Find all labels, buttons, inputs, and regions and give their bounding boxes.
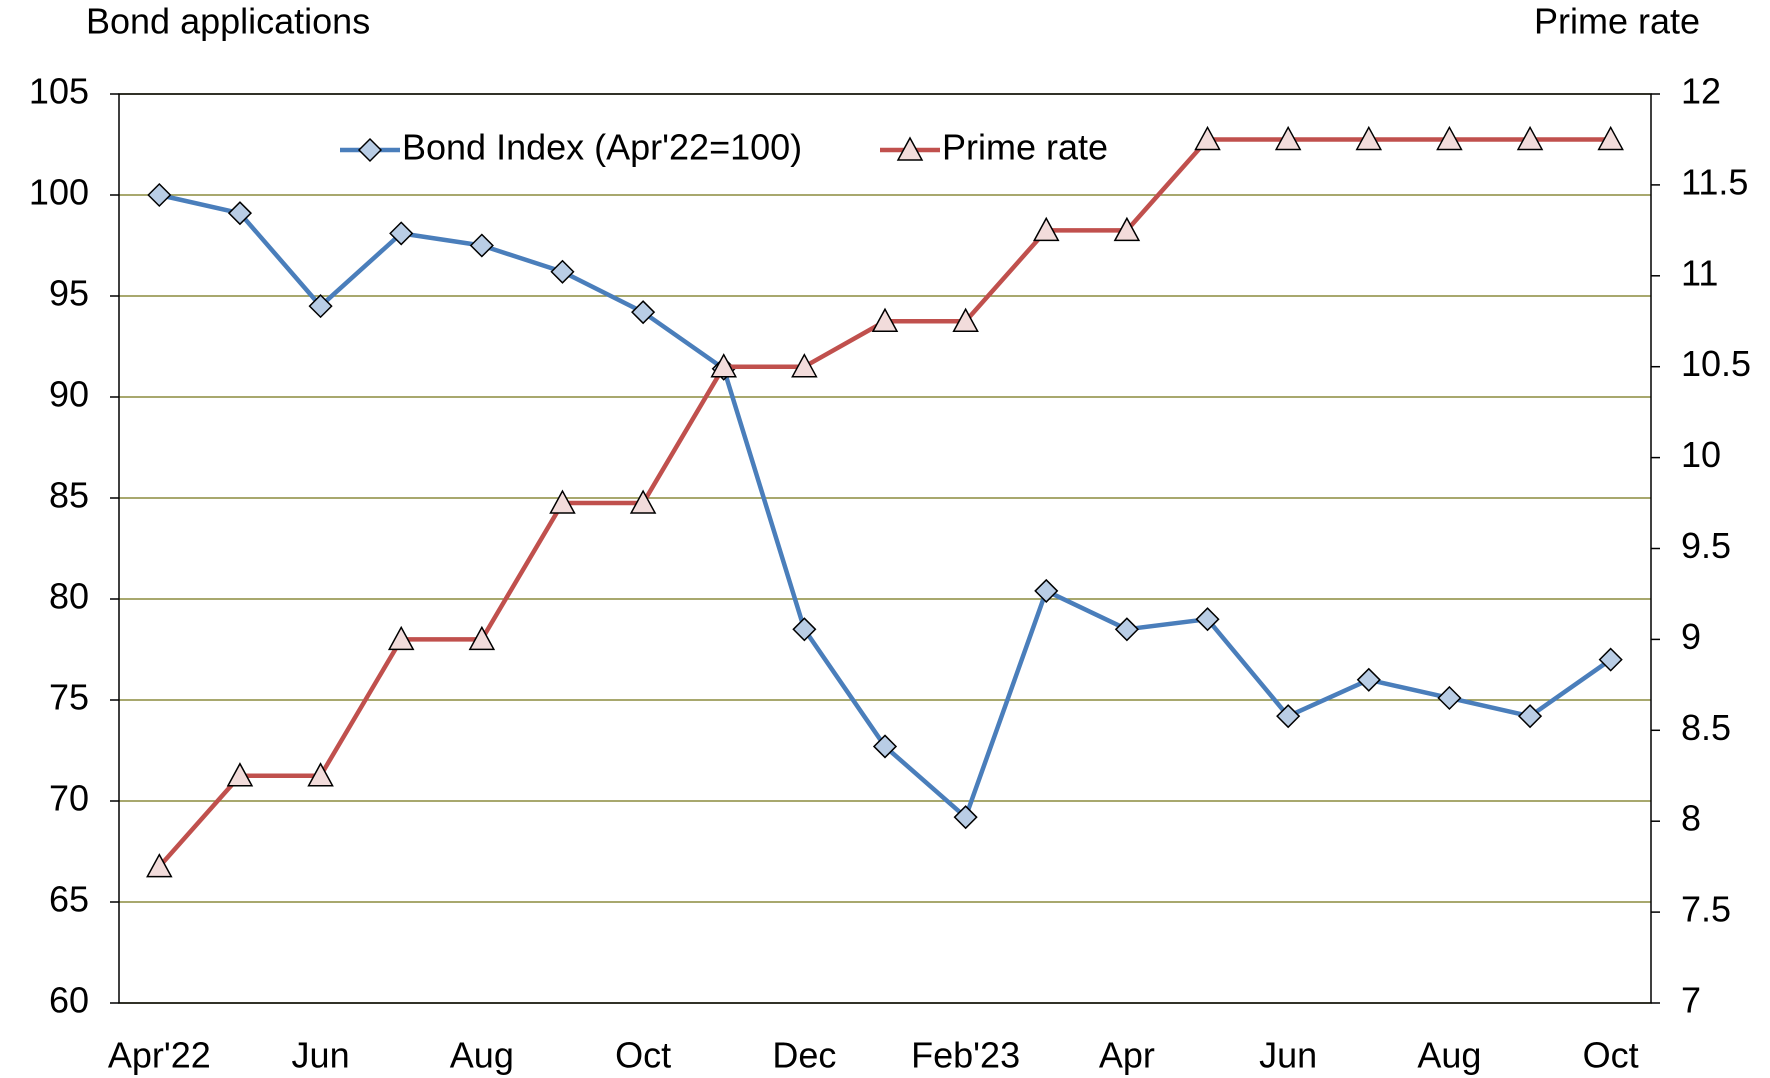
triangle-marker [387, 625, 415, 651]
triangle-marker [871, 307, 899, 332]
y2-tick-label: 9 [1681, 616, 1701, 657]
triangle-marker [1194, 125, 1221, 151]
triangle-marker [1032, 216, 1060, 242]
y-tick-label: 95 [49, 273, 89, 314]
triangle-marker [710, 353, 738, 378]
diamond-marker [1034, 578, 1059, 603]
legend-label: Bond Index (Apr'22=100) [402, 127, 802, 168]
triangle-marker [791, 353, 818, 378]
y-tick-label: 85 [49, 475, 89, 516]
diamond-marker [147, 182, 172, 208]
x-tick-label: Aug [1417, 1035, 1481, 1076]
y2-tick-label: 7.5 [1681, 889, 1731, 930]
triangle-marker [1597, 125, 1624, 151]
diamond-marker [1598, 647, 1623, 672]
diamond-marker [1356, 667, 1381, 692]
x-tick-label: Jun [292, 1035, 350, 1076]
y-tick-label: 65 [49, 879, 89, 920]
diamond-marker [953, 805, 978, 830]
diamond-marker [469, 233, 494, 258]
y2-tick-label: 12 [1681, 71, 1721, 112]
y2-axis-title: Prime rate [1534, 1, 1700, 42]
diamond-marker [1276, 704, 1301, 729]
triangle-marker [1516, 125, 1544, 151]
triangle-marker [952, 307, 979, 332]
triangle-marker [1274, 125, 1302, 151]
diamond-marker [308, 294, 333, 319]
y-tick-label: 90 [49, 374, 89, 415]
triangle-marker [1436, 125, 1463, 151]
y-tick-label: 105 [29, 71, 89, 112]
diamond-marker [227, 201, 253, 226]
triangle-marker [226, 762, 254, 787]
y2-tick-label: 10 [1681, 434, 1721, 475]
y-tick-label: 75 [49, 677, 89, 718]
diamond-marker [1437, 685, 1462, 711]
x-tick-label: Aug [450, 1035, 514, 1076]
triangle-marker [468, 625, 496, 651]
triangle-marker [1355, 125, 1383, 151]
y2-tick-label: 11 [1681, 252, 1718, 293]
y2-tick-label: 11.5 [1681, 161, 1748, 202]
plot-frame [118, 93, 1652, 1004]
diamond-marker [872, 734, 898, 759]
y-tick-label: 80 [49, 576, 89, 617]
diamond-marker [550, 259, 575, 284]
series-line [158, 192, 1612, 820]
triangle-marker [1113, 216, 1141, 242]
diamond-marker [631, 300, 656, 325]
diamond-marker [389, 221, 414, 246]
diamond-marker [1114, 617, 1139, 642]
y-axis-title: Bond applications [86, 1, 370, 42]
triangle-marker [549, 489, 576, 514]
x-tick-label: Feb'23 [911, 1035, 1020, 1076]
triangle-marker [146, 853, 173, 878]
y-tick-label: 70 [49, 778, 89, 819]
x-tick-label: Oct [615, 1035, 671, 1076]
x-tick-label: Oct [1583, 1035, 1639, 1076]
y-tick-label: 100 [29, 172, 89, 213]
y2-tick-label: 7 [1681, 980, 1701, 1021]
x-tick-label: Jun [1259, 1035, 1317, 1076]
y-tick-label: 60 [49, 980, 89, 1021]
diamond-marker [792, 617, 817, 642]
y2-tick-label: 8.5 [1681, 707, 1731, 748]
legend-label: Prime rate [942, 127, 1108, 168]
triangle-marker [629, 489, 657, 514]
y2-tick-label: 10.5 [1681, 343, 1751, 384]
y2-tick-label: 8 [1681, 798, 1701, 839]
triangle-marker [307, 762, 334, 787]
diamond-marker [1195, 607, 1220, 632]
legend-marker [357, 137, 383, 163]
y2-tick-label: 9.5 [1681, 525, 1731, 566]
diamond-marker [1517, 704, 1543, 729]
x-tick-label: Apr'22 [108, 1035, 211, 1076]
legend-marker [896, 136, 924, 161]
x-tick-label: Apr [1099, 1035, 1155, 1076]
x-tick-label: Dec [772, 1035, 836, 1076]
